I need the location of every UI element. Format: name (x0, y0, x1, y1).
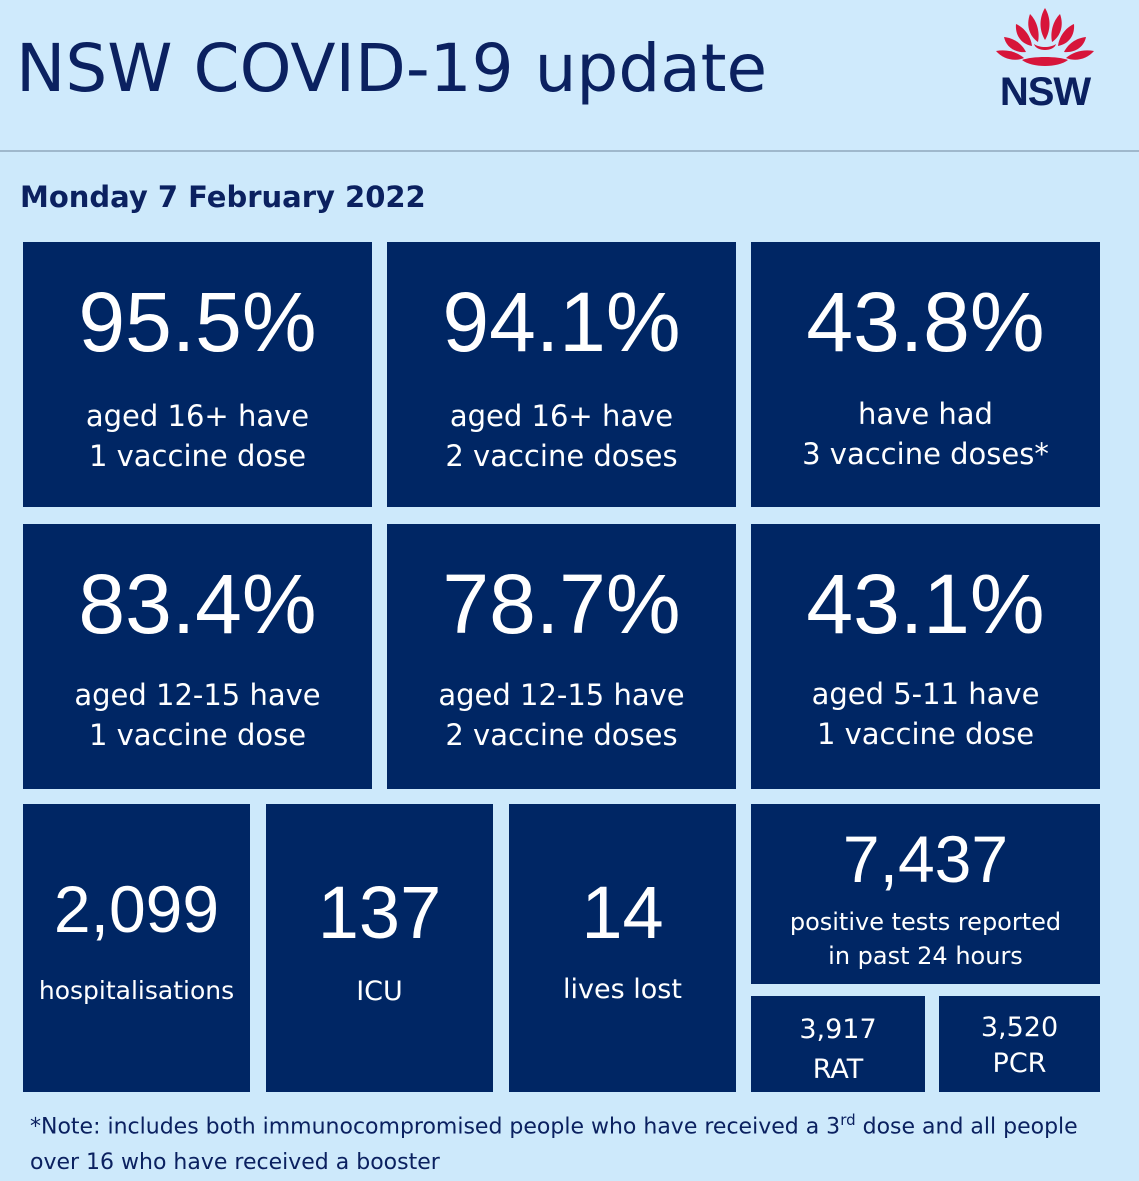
tile-label-line1: aged 12-15 have (74, 678, 321, 712)
tile-label-line2: 1 vaccine dose (816, 717, 1035, 751)
hospitalisations-tile: 2,099 hospitalisations (23, 804, 250, 1092)
tile-value: 137 (317, 871, 442, 954)
tile-label-line1: positive tests reported (789, 908, 1062, 936)
tile-label: RAT (812, 1054, 864, 1085)
tile-label-line1: have had (858, 397, 993, 431)
tile-label: hospitalisations (38, 976, 235, 1005)
vaccine-tile-12to15-2dose: 78.7% aged 12-15 have 2 vaccine doses (387, 524, 736, 789)
tile-value: 7,437 (842, 822, 1009, 896)
tile-label-line1: aged 16+ have (449, 399, 674, 433)
tile-value: 83.4% (78, 557, 317, 651)
tile-label-line1: aged 5-11 have (811, 677, 1040, 711)
vaccine-tile-3dose: 43.8% have had 3 vaccine doses* (751, 242, 1100, 507)
tile-label-line1: aged 16+ have (85, 399, 310, 433)
tile-label-line2: 1 vaccine dose (88, 439, 307, 473)
vaccine-tile-5to11-1dose: 43.1% aged 5-11 have 1 vaccine dose (751, 524, 1100, 789)
vaccine-tile-12to15-1dose: 83.4% aged 12-15 have 1 vaccine dose (23, 524, 372, 789)
tile-label-line2: 2 vaccine doses (445, 718, 678, 752)
vaccine-tile-16plus-2dose: 94.1% aged 16+ have 2 vaccine doses (387, 242, 736, 507)
tile-label-line2: 3 vaccine doses* (802, 437, 1049, 471)
footnote-superscript: rd (840, 1111, 856, 1129)
header-banner: NSW COVID-19 update NSW (0, 0, 1139, 152)
positive-tests-tile: 7,437 positive tests reported in past 24… (751, 804, 1100, 984)
tile-label: ICU (356, 976, 403, 1007)
tile-value: 43.8% (806, 275, 1045, 369)
report-date: Monday 7 February 2022 (20, 180, 426, 214)
footnote-suffix: dose and all people over 16 who have rec… (30, 1114, 1078, 1176)
tile-value: 3,520 (980, 1012, 1059, 1043)
vaccine-tile-16plus-1dose: 95.5% aged 16+ have 1 vaccine dose (23, 242, 372, 507)
nsw-logo: NSW (986, 4, 1104, 116)
lives-lost-tile: 14 lives lost (509, 804, 736, 1092)
footnote: *Note: includes both immunocompromised p… (30, 1102, 1120, 1181)
tile-label-line2: 2 vaccine doses (445, 439, 678, 473)
tile-label-line2: 1 vaccine dose (88, 718, 307, 752)
waratah-flower-icon (996, 8, 1094, 66)
tile-value: 3,917 (799, 1014, 877, 1045)
pcr-tile: 3,520 PCR (939, 996, 1100, 1092)
tile-value: 43.1% (806, 557, 1045, 651)
icu-tile: 137 ICU (266, 804, 493, 1092)
tile-value: 95.5% (78, 275, 317, 369)
rat-tile: 3,917 RAT (751, 996, 925, 1092)
tile-label-line1: aged 12-15 have (438, 678, 685, 712)
tile-label-line2: in past 24 hours (828, 942, 1023, 970)
page-title: NSW COVID-19 update (16, 30, 768, 107)
tile-value: 78.7% (442, 557, 681, 651)
tile-value: 2,099 (53, 872, 220, 946)
tile-label: lives lost (563, 974, 682, 1005)
tile-value: 94.1% (442, 275, 681, 369)
tile-label: PCR (992, 1048, 1047, 1079)
logo-text: NSW (999, 70, 1091, 114)
footnote-prefix: *Note: includes both immunocompromised p… (30, 1114, 841, 1140)
tile-value: 14 (581, 871, 664, 954)
